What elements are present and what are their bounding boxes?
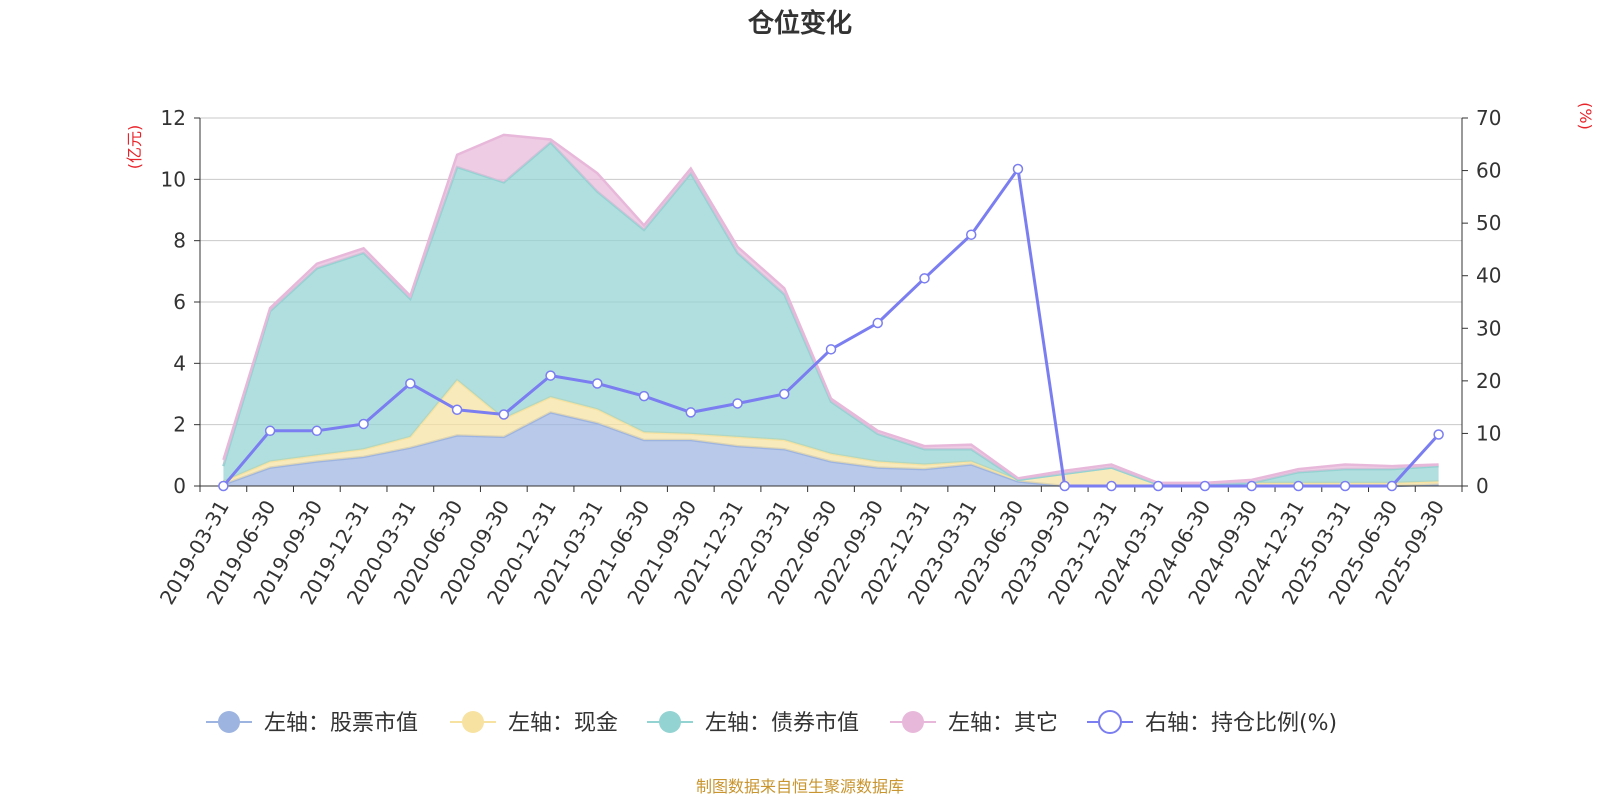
data-source-note: 制图数据来自恒生聚源数据库 — [696, 777, 904, 796]
legend-item-2[interactable]: 左轴：现金 — [450, 711, 618, 736]
right-tick-label: 40 — [1476, 264, 1501, 288]
left-tick-label: 8 — [173, 229, 186, 253]
area-series-group — [222, 133, 1439, 488]
right-tick-label: 0 — [1476, 474, 1489, 498]
legend-label: 左轴：债券市值 — [705, 711, 859, 736]
left-tick-label: 10 — [161, 167, 186, 191]
holding-ratio-point — [872, 317, 883, 329]
left-tick-label: 4 — [173, 351, 186, 375]
area-series-3 — [223, 142, 1439, 485]
legend-marker — [902, 711, 924, 733]
right-tick-label: 30 — [1476, 316, 1501, 340]
holding-ratio-point — [965, 229, 977, 240]
legend: 左轴：股票市值 左轴：现金 左轴：债券市值 左轴：其它 右轴：持仓比例(%) — [206, 710, 1337, 736]
legend-label: 右轴：持仓比例(%) — [1145, 711, 1337, 736]
holding-ratio-point — [592, 378, 603, 389]
holding-ratio-point — [638, 390, 650, 402]
legend-item-1[interactable]: 左轴：股票市值 — [206, 711, 418, 736]
holding-ratio-point — [311, 425, 323, 437]
left-tick-label: 6 — [173, 290, 186, 314]
left-axis-unit: (亿元) — [125, 125, 144, 170]
legend-label: 左轴：其它 — [948, 711, 1058, 736]
left-tick-label: 0 — [173, 474, 186, 498]
left-tick-label: 12 — [161, 106, 186, 130]
right-tick-label: 60 — [1476, 159, 1501, 183]
holding-ratio-point — [1246, 480, 1257, 492]
area-series-2 — [223, 380, 1439, 486]
legend-marker — [659, 711, 681, 733]
holding-ratio-point — [545, 370, 556, 381]
holding-ratio-point — [1386, 480, 1398, 492]
holding-ratio-point — [732, 398, 743, 409]
area-series-1 — [223, 412, 1439, 486]
legend-label: 左轴：现金 — [508, 711, 618, 736]
holding-ratio-point — [498, 409, 510, 420]
holding-ratio-point — [1199, 480, 1211, 492]
holding-ratio-point — [1012, 163, 1024, 175]
legend-item-5[interactable]: 右轴：持仓比例(%) — [1087, 710, 1337, 736]
area-series-edge-4 — [222, 133, 1439, 485]
holding-ratio-point — [919, 273, 930, 284]
legend-item-4[interactable]: 左轴：其它 — [890, 711, 1058, 736]
holding-ratio-point — [779, 388, 790, 400]
holding-ratio-point — [825, 344, 837, 355]
holding-ratio-point — [1293, 480, 1304, 492]
holding-ratio-point — [218, 480, 229, 492]
holding-ratio-point — [358, 418, 369, 430]
left-tick-label: 2 — [173, 413, 186, 437]
holding-ratio-point — [685, 407, 697, 418]
holding-ratio-point — [1059, 480, 1070, 492]
right-tick-label: 10 — [1476, 421, 1501, 445]
holding-ratio-point — [1152, 480, 1164, 492]
right-axis-unit: (%) — [1576, 102, 1595, 130]
legend-item-3[interactable]: 左轴：债券市值 — [647, 711, 859, 736]
holding-ratio-point — [1433, 429, 1444, 440]
holding-ratio-point — [1339, 480, 1351, 492]
line-series-group — [218, 163, 1444, 492]
legend-label: 左轴：股票市值 — [264, 711, 418, 736]
holding-ratio-point — [1106, 480, 1117, 492]
legend-marker — [462, 711, 484, 733]
holding-ratio-point — [451, 404, 463, 416]
legend-marker — [218, 711, 240, 733]
holding-ratio-point — [405, 378, 416, 389]
chart-title: 仓位变化 — [747, 8, 852, 39]
holding-ratio-point — [264, 425, 276, 437]
right-tick-label: 50 — [1476, 211, 1501, 235]
legend-marker — [1098, 710, 1122, 734]
right-tick-label: 70 — [1476, 106, 1501, 130]
right-tick-label: 20 — [1476, 369, 1501, 393]
